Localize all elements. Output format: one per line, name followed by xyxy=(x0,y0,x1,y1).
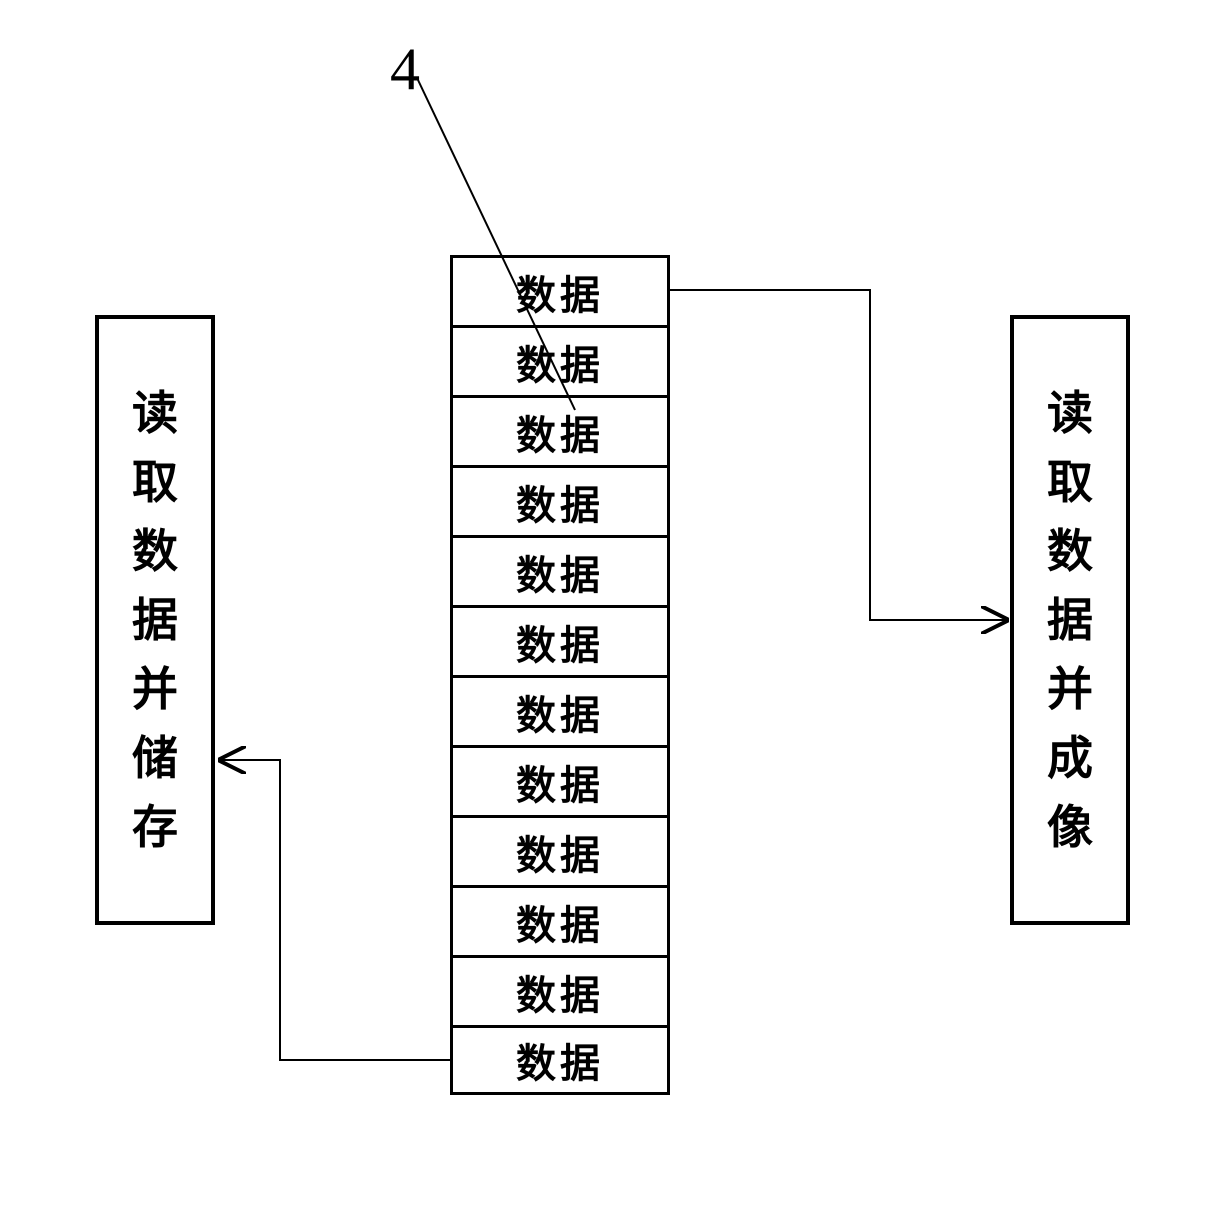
char: 读 xyxy=(132,379,178,448)
char: 成 xyxy=(1047,724,1093,793)
right-process-box: 读 取 数 据 并 成 像 xyxy=(1010,315,1130,925)
data-cell: 数据 xyxy=(450,395,670,465)
data-cell: 数据 xyxy=(450,675,670,745)
diagram-canvas: 4 读 取 数 据 并 储 存 数据 数据 数据 数据 数据 数据 数据 数据 … xyxy=(0,0,1226,1214)
reference-number: 4 xyxy=(390,35,420,104)
left-box-label: 读 取 数 据 并 储 存 xyxy=(132,379,178,862)
char: 像 xyxy=(1047,793,1093,862)
data-cell: 数据 xyxy=(450,1025,670,1095)
data-cell: 数据 xyxy=(450,815,670,885)
data-cell: 数据 xyxy=(450,535,670,605)
right-box-label: 读 取 数 据 并 成 像 xyxy=(1047,379,1093,862)
left-process-box: 读 取 数 据 并 储 存 xyxy=(95,315,215,925)
data-cell: 数据 xyxy=(450,745,670,815)
data-cell: 数据 xyxy=(450,465,670,535)
char: 存 xyxy=(132,793,178,862)
data-cell: 数据 xyxy=(450,885,670,955)
char: 数 xyxy=(132,517,178,586)
char: 并 xyxy=(1047,655,1093,724)
char: 并 xyxy=(132,655,178,724)
char: 储 xyxy=(132,724,178,793)
data-stack: 数据 数据 数据 数据 数据 数据 数据 数据 数据 数据 数据 数据 xyxy=(450,255,670,1095)
char: 读 xyxy=(1047,379,1093,448)
char: 据 xyxy=(132,586,178,655)
data-cell: 数据 xyxy=(450,605,670,675)
char: 取 xyxy=(132,448,178,517)
char: 取 xyxy=(1047,448,1093,517)
arrow-to-right-box xyxy=(670,290,1005,620)
data-cell: 数据 xyxy=(450,955,670,1025)
data-cell: 数据 xyxy=(450,255,670,325)
char: 数 xyxy=(1047,517,1093,586)
data-cell: 数据 xyxy=(450,325,670,395)
arrow-to-left-box xyxy=(222,760,450,1060)
char: 据 xyxy=(1047,586,1093,655)
